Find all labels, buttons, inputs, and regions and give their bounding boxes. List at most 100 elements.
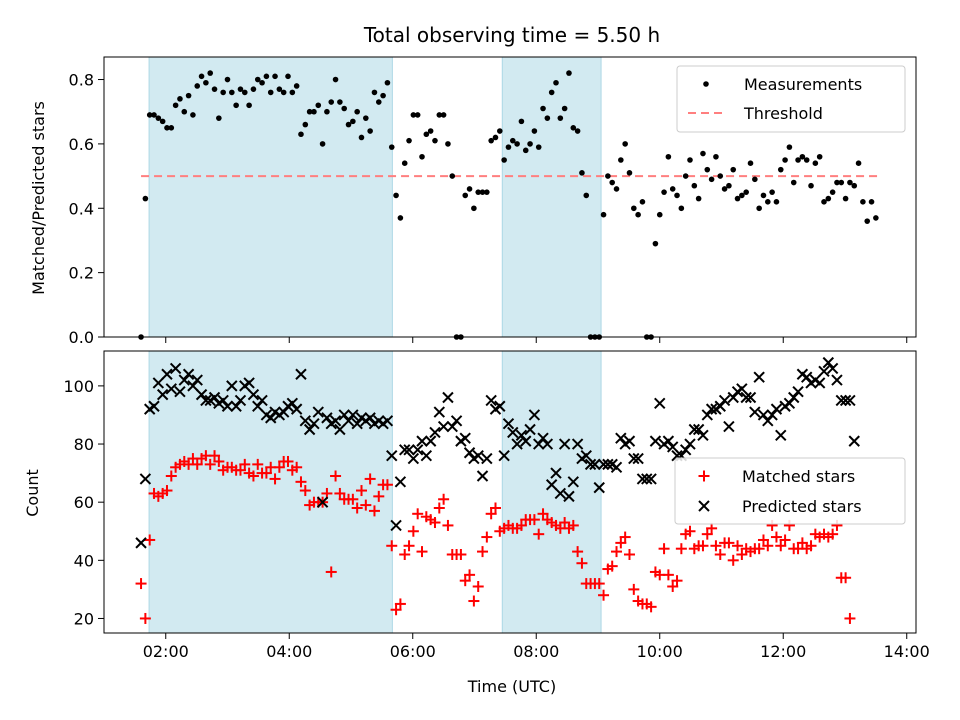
- cross-b: [654, 397, 666, 410]
- predicted-star-point: [299, 415, 312, 427]
- cross-b: [407, 452, 420, 465]
- legend-matched-label: Matched stars: [742, 467, 855, 486]
- matched-star-point: [779, 534, 791, 546]
- measurement-point: [393, 192, 399, 199]
- top-y-tick-label: 0.8: [69, 71, 94, 90]
- cross-b: [217, 394, 229, 407]
- predicted-star-point: [187, 380, 199, 392]
- measurement-point: [427, 128, 434, 134]
- cross-b: [636, 473, 649, 485]
- matched-star-point: [611, 546, 623, 558]
- matched-star-point: [165, 470, 177, 482]
- predicted-star-point: [481, 452, 493, 465]
- measurement-point: [674, 192, 680, 199]
- predicted-star-point: [156, 388, 169, 401]
- cross-b: [265, 412, 277, 424]
- measurement-point: [497, 128, 503, 134]
- measurement-point: [280, 89, 287, 96]
- cross-b: [446, 420, 458, 433]
- matched-star-point: [727, 554, 739, 566]
- predicted-star-point: [295, 368, 307, 380]
- measurement-point: [419, 153, 425, 160]
- cross-b: [602, 458, 614, 471]
- legend-measurements-marker: [703, 81, 709, 87]
- measurement-point: [241, 89, 248, 96]
- predicted-star-point: [822, 356, 835, 369]
- cross-b: [472, 449, 484, 462]
- measurement-point: [713, 153, 719, 160]
- matched-star-point: [706, 522, 718, 534]
- predicted-star-point: [679, 444, 692, 456]
- matched-star-point: [567, 519, 579, 531]
- predicted-star-point: [321, 412, 333, 424]
- predicted-star-point: [602, 458, 614, 471]
- predicted-star-point: [584, 458, 597, 471]
- measurement-point: [509, 137, 516, 144]
- matched-star-point: [515, 519, 527, 531]
- cross-b: [169, 362, 182, 375]
- predicted-star-point: [208, 391, 221, 404]
- measurement-point: [250, 86, 257, 92]
- matched-star-point: [390, 604, 402, 616]
- cross-b: [667, 441, 679, 453]
- matched-star-point: [598, 589, 610, 601]
- predicted-star-point: [381, 415, 394, 427]
- predicted-star-point: [727, 391, 739, 404]
- measurement-point: [501, 157, 507, 163]
- predicted-star-point: [312, 406, 324, 418]
- measurement-point: [704, 166, 711, 173]
- predicted-star-point: [437, 420, 450, 433]
- measurement-point: [371, 89, 378, 96]
- measurement-point: [350, 118, 356, 125]
- cross-b: [256, 394, 268, 407]
- measurement-point: [691, 182, 698, 189]
- predicted-star-point: [662, 435, 675, 447]
- cross-b: [195, 388, 208, 401]
- predicted-star-point: [303, 423, 316, 436]
- predicted-star-point: [744, 391, 757, 404]
- matched-star-point: [269, 473, 281, 485]
- measurement-point: [622, 141, 628, 147]
- matched-star-point: [161, 485, 173, 497]
- predicted-star-point: [628, 452, 640, 465]
- measurement-point: [803, 157, 810, 163]
- predicted-star-point: [351, 417, 363, 430]
- measurement-point: [548, 89, 555, 96]
- predicted-star-point: [221, 400, 234, 412]
- matched-star-point: [619, 531, 631, 543]
- measurement-point: [626, 170, 633, 176]
- cross-b: [481, 452, 493, 465]
- cross-b: [831, 374, 843, 386]
- measurement-point: [246, 102, 252, 109]
- predicted-star-point: [545, 479, 558, 491]
- matched-star-point: [684, 525, 696, 537]
- cross-b: [182, 368, 195, 380]
- measurement-point: [401, 160, 408, 167]
- matched-star-point: [433, 502, 445, 514]
- cross-b: [295, 368, 307, 380]
- matched-star-point: [537, 508, 549, 520]
- predicted-star-point: [520, 435, 532, 447]
- cross-b: [433, 406, 446, 418]
- measurement-point: [445, 141, 451, 147]
- predicted-star-point: [645, 473, 657, 485]
- predicted-star-point: [541, 438, 554, 450]
- measurement-point: [267, 89, 274, 96]
- x-axis-label: Time (UTC): [467, 677, 556, 696]
- predicted-star-point: [826, 362, 839, 375]
- predicted-star-point: [178, 374, 190, 386]
- cross-b: [476, 470, 489, 482]
- cross-b: [260, 409, 273, 421]
- legend-matched-marker: [698, 470, 710, 482]
- measurement-point: [570, 125, 577, 131]
- measurement-point: [535, 144, 542, 150]
- measurement-point: [233, 102, 239, 109]
- measurement-point: [423, 131, 430, 138]
- predicted-star-point: [844, 394, 856, 407]
- measurement-point: [786, 144, 793, 150]
- top-y-tick-label: 0.4: [69, 199, 94, 218]
- measurement-point: [475, 189, 481, 195]
- predicted-star-point: [753, 371, 765, 383]
- cross-b: [679, 444, 692, 456]
- measurement-point: [765, 199, 771, 205]
